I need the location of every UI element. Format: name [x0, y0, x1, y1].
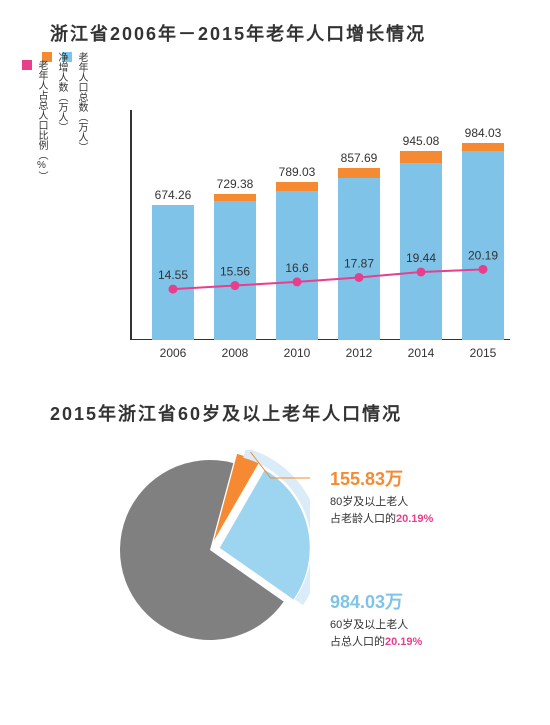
trend-value-label: 16.6 — [285, 261, 309, 275]
x-tick-label: 2010 — [284, 346, 311, 360]
chart2-title: 2015年浙江省60岁及以上老年人口情况 — [50, 400, 402, 426]
pie-60plus-line2a: 占总人口的 — [330, 636, 385, 648]
x-tick-label: 2008 — [222, 346, 249, 360]
trend-value-label: 15.56 — [220, 265, 250, 279]
pie-80plus-line2a: 占老龄人口的 — [330, 513, 396, 525]
legend-label-pink: 老年人占总人口比例（%） — [35, 60, 47, 181]
pie-60plus-value: 984.03万 — [330, 592, 403, 612]
legend-label-blue: 老年人口总数（万人） — [75, 52, 87, 152]
trend-point — [479, 265, 488, 274]
pie-60plus-line1: 60岁及以上老人 — [330, 619, 408, 631]
bar-line-chart: 674.262006729.382008789.032010857.692012… — [130, 115, 510, 340]
pie-60plus-pct: 20.19% — [385, 636, 422, 648]
trend-point — [417, 267, 426, 276]
pie-svg — [110, 450, 310, 650]
trend-point — [169, 285, 178, 294]
x-tick-label: 2014 — [408, 346, 435, 360]
trend-point — [355, 273, 364, 282]
trend-point — [293, 277, 302, 286]
pie-chart — [110, 450, 310, 650]
trend-value-label: 20.19 — [468, 248, 498, 262]
x-tick-label: 2006 — [160, 346, 187, 360]
trend-value-label: 14.55 — [158, 268, 188, 282]
trend-line: 14.55 15.56 16.6 17.87 19.44 20.19 — [130, 130, 510, 340]
pie-annotation-80plus: 155.83万 80岁及以上老人 占老龄人口的20.19% — [330, 465, 433, 529]
chart1-title: 浙江省2006年－2015年老年人口增长情况 — [50, 20, 426, 46]
pie-80plus-line1: 80岁及以上老人 — [330, 496, 408, 508]
trend-value-label: 19.44 — [406, 251, 436, 265]
pie-80plus-value: 155.83万 — [330, 469, 403, 489]
pie-annotation-60plus: 984.03万 60岁及以上老人 占总人口的20.19% — [330, 588, 422, 652]
legend-sq-pink — [22, 60, 32, 70]
x-tick-label: 2012 — [346, 346, 373, 360]
pie-80plus-pct: 20.19% — [396, 513, 433, 525]
x-tick-label: 2015 — [470, 346, 497, 360]
trend-value-label: 17.87 — [344, 256, 374, 270]
legend-label-orange: 净增人数（万人） — [55, 52, 67, 132]
trend-point — [231, 281, 240, 290]
